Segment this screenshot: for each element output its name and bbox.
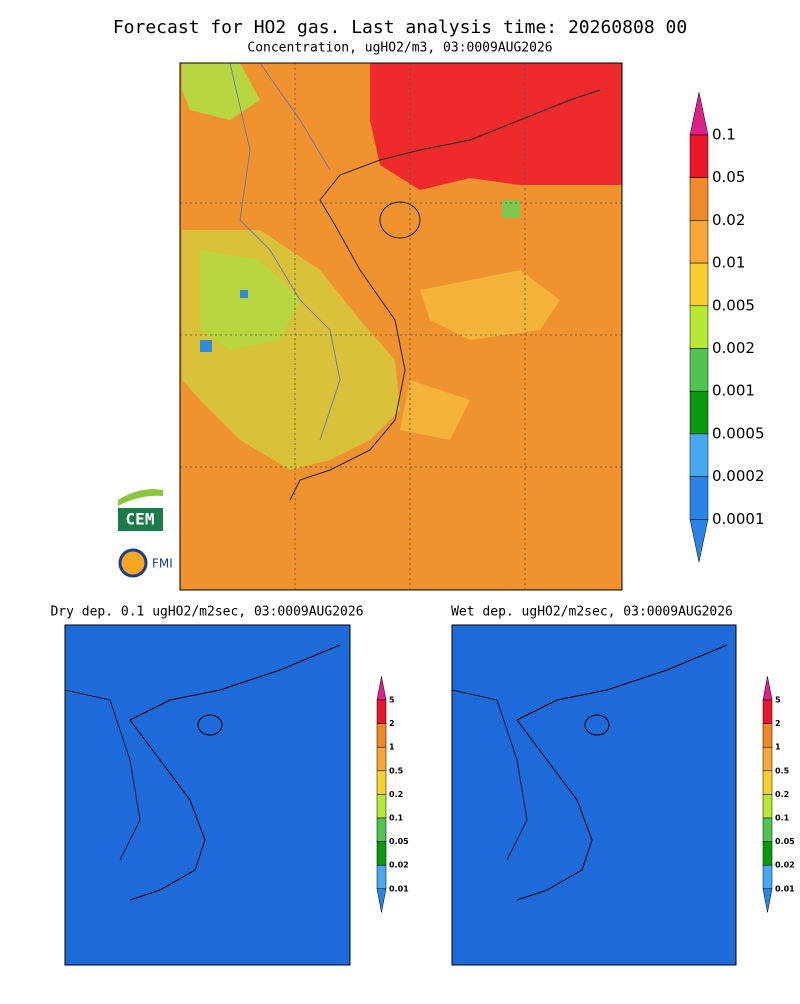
colorbar-label: 0.1: [775, 814, 790, 823]
panel-title: Wet dep. ugHO2/m2sec, 03:0009AUG2026: [451, 605, 733, 620]
colorbar-segment: [689, 390, 709, 435]
colorbar-label: 1: [389, 743, 395, 752]
dry-dep-map: [64, 624, 351, 966]
colorbar-label: 0.001: [712, 382, 755, 400]
colorbar-segment: [689, 433, 709, 477]
colorbar-arrow-bottom: [762, 888, 773, 913]
colorbar-segment: [689, 262, 709, 307]
colorbar-label: 0.1: [389, 814, 404, 823]
colorbar-label: 0.02: [389, 861, 409, 870]
colorbar-label: 0.02: [712, 211, 745, 229]
colorbar-segment: [689, 348, 709, 392]
colorbar-label: 0.1: [712, 126, 736, 144]
colorbar-label: 0.2: [775, 790, 789, 799]
colorbar-arrow-bottom: [376, 888, 387, 913]
colorbar-label: 0.2: [389, 790, 403, 799]
colorbar-segment: [376, 770, 387, 795]
colorbar-label: 0.002: [712, 339, 755, 357]
colorbar-label: 5: [775, 696, 781, 705]
colorbar-label: 2: [775, 719, 781, 728]
colorbar-segment: [762, 699, 773, 724]
colorbars: 0.1 0.05 0.02 0.01 0.005 0.002 0.001 0.0005 0.00…: [376, 92, 795, 913]
cem-logo: CEM: [118, 484, 163, 531]
colorbar-arrow-bottom: [689, 519, 709, 563]
colorbar-segment: [762, 794, 773, 819]
colorbar-segment: [762, 770, 773, 795]
colorbar-segment: [376, 794, 387, 819]
panel-title: Dry dep. 0.1 ugHO2/m2sec, 03:0009AUG2026: [50, 605, 363, 620]
colorbar-segment: [376, 817, 387, 842]
colorbar-label: 0.01: [712, 254, 745, 272]
subtitle: Concentration, ugHO2/m3, 03:0009AUG2026: [247, 41, 552, 56]
colorbar-label: 5: [389, 696, 395, 705]
colorbar-segment: [376, 841, 387, 866]
colorbar-segment: [689, 177, 709, 221]
colorbar-label: 0.02: [775, 861, 795, 870]
colorbar-segment: [762, 841, 773, 866]
title: Forecast for HO2 gas. Last analysis time…: [113, 17, 687, 38]
colorbar-segment: [376, 699, 387, 724]
colorbar-label: 0.05: [389, 837, 409, 846]
colorbar-label: 0.01: [389, 884, 409, 893]
colorbar-label: 0.005: [712, 296, 755, 314]
colorbar-label: 0.0001: [712, 510, 765, 528]
colorbar-segment: [762, 723, 773, 748]
colorbar-label: 0.5: [389, 766, 404, 775]
colorbar-label: 0.05: [712, 168, 745, 186]
colorbar-arrow-top: [689, 92, 709, 136]
colorbar-label: 0.5: [775, 766, 790, 775]
colorbar-arrow-top: [762, 676, 773, 701]
colorbar-segment: [689, 220, 709, 264]
colorbar-segment: [376, 864, 387, 890]
colorbar-label: 0.0005: [712, 424, 765, 442]
colorbar-segment: [762, 864, 773, 890]
main-map: [179, 62, 623, 591]
colorbar-segment: [689, 305, 709, 349]
colorbar-label: 0.01: [775, 884, 795, 893]
fmi-text: FMI: [152, 557, 173, 571]
colorbar-arrow-top: [376, 676, 387, 701]
colorbar-segment: [762, 746, 773, 772]
colorbar-segment: [689, 476, 709, 520]
colorbar-segment: [376, 723, 387, 748]
wet-dep-map: [451, 624, 737, 966]
colorbar-segment: [762, 817, 773, 842]
colorbar-label: 2: [389, 719, 395, 728]
colorbar-segment: [689, 134, 709, 178]
cem-text: CEM: [126, 510, 155, 529]
colorbar-label: 1: [775, 743, 781, 752]
colorbar-label: 0.0002: [712, 467, 765, 485]
fmi-logo: FMI: [118, 548, 173, 578]
colorbar-label: 0.05: [775, 837, 795, 846]
colorbar-segment: [376, 746, 387, 772]
